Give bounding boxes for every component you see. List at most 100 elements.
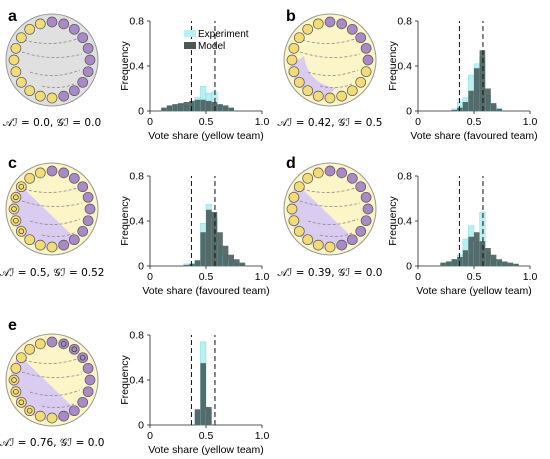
network-circle [5, 333, 99, 427]
voter-node [84, 54, 96, 66]
voter-node [312, 239, 324, 251]
model-bar [490, 254, 497, 266]
voter-node [46, 241, 58, 253]
edge-curve [301, 186, 359, 193]
voter-node [68, 85, 80, 97]
voter-node [288, 191, 300, 203]
x-tick-label: 1.0 [523, 116, 538, 128]
voter-node [293, 181, 305, 193]
model-bar [194, 99, 201, 111]
voter-node [10, 362, 22, 374]
panel-caption: 𝒜ℐ = 0.5, 𝒢ℐ = 0.52 [0, 267, 104, 279]
voter-node [82, 386, 94, 398]
voter-node [15, 76, 27, 88]
panel-caption: 𝒜ℐ = 0.42, 𝒢ℐ = 0.5 [278, 117, 383, 129]
y-tick-label: 0.4 [397, 61, 412, 73]
bot-marker [71, 346, 78, 353]
edge-curve [319, 83, 353, 88]
edge-curve [41, 403, 75, 408]
voter-node [336, 239, 348, 251]
voter-node [312, 90, 324, 102]
panel-a: a 𝒜ℐ = 0.0, 𝒢ℐ = 0.0 0 0.5 1.0 0 0.4 0.8 Vote … [3, 8, 270, 142]
voter-node [293, 76, 305, 88]
legend: Experiment Model [184, 29, 249, 52]
edge-curve [21, 51, 83, 58]
model-bar [239, 262, 246, 266]
voter-node [286, 54, 298, 66]
voter-node [77, 352, 89, 364]
model-bar [206, 100, 212, 111]
model-bar [178, 103, 184, 111]
model-bar [502, 261, 508, 266]
y-axis-label: Frequency [387, 40, 399, 90]
voter-node [77, 396, 89, 408]
voter-node [302, 23, 314, 35]
edge-curve [29, 218, 81, 225]
voter-node [288, 42, 300, 54]
voter-node [324, 92, 336, 104]
model-bar [440, 262, 446, 266]
voter-node [324, 241, 336, 253]
y-tick-label: 0 [406, 106, 412, 118]
y-tick-label: 0 [406, 261, 412, 273]
x-tick-label: 0.5 [467, 271, 482, 283]
panel-d: d 𝒜ℐ = 0.39, 𝒢ℐ = 0.0 0 0.5 1.0 0 0.4 0.8 Vote… [278, 155, 538, 297]
model-bar [234, 259, 240, 266]
model-bar [161, 107, 167, 111]
voter-node [46, 412, 58, 424]
x-axis-label: Vote share (yellow team) [148, 444, 264, 456]
model-bar [206, 209, 212, 266]
voter-node [346, 172, 358, 184]
histogram-chart: 0 0.5 1.0 0 0.4 0.8 Vote share (favoured team)… [387, 16, 538, 143]
voter-node [336, 18, 348, 30]
y-axis-label: Frequency [387, 195, 399, 245]
voter-node [82, 362, 94, 374]
model-bar [496, 259, 502, 266]
voter-node [360, 42, 372, 54]
x-tick-label: 0 [415, 116, 421, 128]
model-bar [194, 409, 201, 425]
y-tick-label: 0 [138, 420, 144, 432]
edge-curve [29, 69, 81, 76]
voter-node [34, 410, 46, 422]
edge-curve [23, 357, 81, 364]
bot-marker [18, 399, 25, 406]
y-tick-label: 0.8 [129, 330, 144, 342]
x-tick-label: 1.0 [255, 430, 270, 442]
voter-node [77, 225, 89, 237]
voter-node [302, 234, 314, 246]
voter-node [24, 85, 36, 97]
model-bar [200, 99, 206, 111]
bot-marker [18, 228, 25, 235]
voter-node [355, 76, 367, 88]
voter-node [288, 66, 300, 78]
y-tick-label: 0 [138, 261, 144, 273]
voter-node [336, 167, 348, 179]
voter-node [77, 32, 89, 44]
histogram-chart: 0 0.5 1.0 0 0.4 0.8 Vote share (yellow team) Fr… [119, 330, 269, 457]
voter-node [68, 343, 80, 355]
voter-node [355, 225, 367, 237]
edge-curve [23, 37, 81, 44]
voter-node [82, 191, 94, 203]
voter-node [34, 90, 46, 102]
model-bar [507, 262, 514, 266]
y-tick-label: 0.8 [397, 16, 412, 28]
voter-node [346, 85, 358, 97]
voter-node [15, 396, 27, 408]
voter-node [68, 172, 80, 184]
model-bar [462, 102, 469, 111]
purple-region [290, 56, 336, 100]
bot-marker [13, 194, 19, 201]
voter-node [82, 42, 94, 54]
network-circle [5, 162, 99, 256]
bot-marker [60, 341, 67, 347]
model-bar [451, 109, 458, 111]
voter-node [34, 167, 46, 179]
panel-letter: d [286, 155, 296, 172]
voter-node [293, 32, 305, 44]
bot-marker [13, 388, 19, 395]
panel-letter: c [8, 155, 17, 172]
voter-node [302, 85, 314, 97]
voter-node [68, 405, 80, 417]
